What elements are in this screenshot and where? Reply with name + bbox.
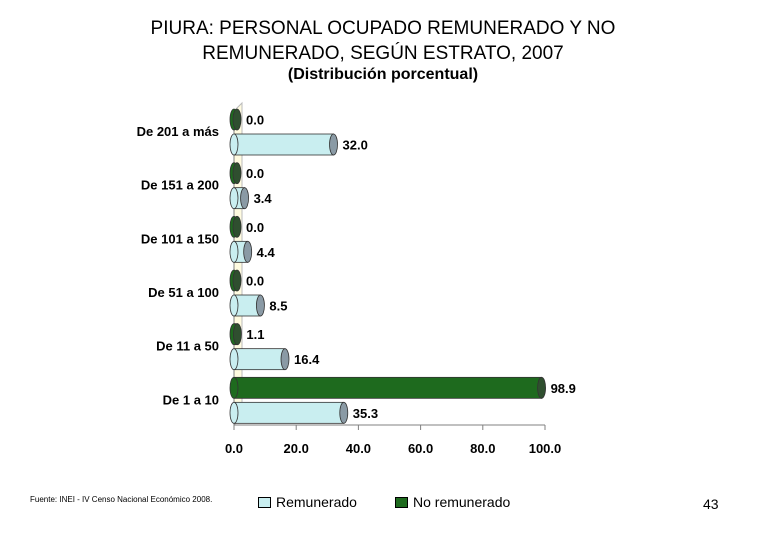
data-label-no-remunerado: 0.0 [246,220,264,235]
legend-label-remunerado: Remunerado [276,494,357,510]
bar-no-remunerado [233,376,542,399]
data-label-no-remunerado: 0.0 [246,166,264,181]
bar-remunerado-base-cap [229,294,239,317]
data-label-remunerado: 32.0 [343,138,368,153]
category-label: De 201 a más [137,124,219,139]
data-label-no-remunerado: 1.1 [246,327,264,342]
bar-no-remunerado-end-cap [232,215,242,238]
bar-no-remunerado-end-cap [232,269,242,292]
chart-title: PIURA: PERSONAL OCUPADO REMUNERADO Y NO … [0,16,766,66]
x-tick-label: 40.0 [346,441,371,456]
bar-remunerado-base-cap [229,348,239,371]
bar-remunerado-end-cap [329,133,338,156]
category-label: De 51 a 100 [148,285,219,300]
bar-no-remunerado-base-cap [229,376,239,399]
data-label-remunerado: 4.4 [257,245,276,260]
x-tick-label: 80.0 [470,441,495,456]
chart-title-line-2: REMUNERADO, SEGÚN ESTRATO, 2007 [202,43,564,64]
chart-subtitle: (Distribución porcentual) [287,66,479,83]
bar-remunerado-end-cap [240,187,249,210]
bar-remunerado-end-cap [280,348,290,371]
bar-remunerado [233,133,334,156]
bar-remunerado [233,348,286,371]
bar-remunerado [233,401,345,424]
legend-label-no-remunerado: No remunerado [413,494,511,510]
x-tick-label: 0.0 [225,441,243,456]
bar-remunerado-base-cap [229,401,239,424]
data-label-remunerado: 16.4 [294,352,320,367]
category-label: De 11 a 50 [156,339,219,354]
category-label: De 101 a 150 [141,231,219,246]
bar-no-remunerado-end-cap [233,323,242,346]
legend-item-no-remunerado: No remunerado [395,494,510,510]
legend-item-remunerado: Remunerado [258,494,357,510]
data-label-no-remunerado: 0.0 [246,274,264,289]
data-label-remunerado: 35.3 [353,406,378,421]
chart-title-line-1: PIURA: PERSONAL OCUPADO REMUNERADO Y NO [150,18,616,39]
bar-remunerado-base-cap [229,133,239,156]
bar-no-remunerado-end-cap [537,376,546,399]
x-tick-label: 100.0 [529,441,562,456]
data-label-no-remunerado: 0.0 [246,113,264,128]
data-label-remunerado: 3.4 [254,191,273,206]
source-note: Fuente: INEI - IV Censo Nacional Económi… [30,495,213,504]
data-label-remunerado: 8.5 [269,299,287,314]
bar-remunerado-end-cap [243,240,253,263]
x-tick-label: 60.0 [408,441,433,456]
legend-swatch-remunerado [258,496,271,508]
bar-remunerado-base-cap [229,187,239,210]
data-label-no-remunerado: 98.9 [551,381,576,396]
page-number: 43 [703,496,719,512]
category-label: De 151 a 200 [141,178,219,193]
legend-swatch-no-remunerado [395,496,408,508]
category-label: De 1 a 10 [163,392,219,407]
bar-no-remunerado-end-cap [232,162,242,185]
bar-remunerado-end-cap [256,294,265,317]
bar-remunerado-base-cap [229,240,239,263]
x-tick-label: 20.0 [284,441,309,456]
bar-no-remunerado-end-cap [232,108,242,131]
bar-remunerado-end-cap [339,401,349,424]
